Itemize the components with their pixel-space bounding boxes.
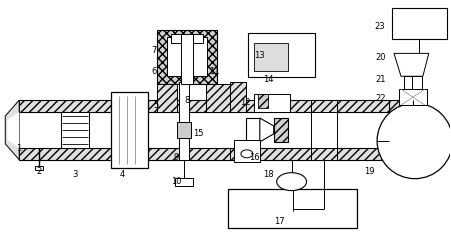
Bar [167,38,207,76]
Text: 19: 19 [364,167,374,176]
Bar [230,148,246,160]
Bar [337,112,389,148]
Bar [404,76,422,89]
Bar [337,100,389,112]
Bar [254,43,288,71]
Bar [230,82,246,112]
Bar [389,100,405,160]
Text: 21: 21 [375,75,386,84]
Bar [248,33,315,77]
Bar [258,94,268,108]
Bar [19,100,339,112]
Bar [246,118,260,142]
Text: 7: 7 [151,46,156,55]
Text: 11: 11 [209,67,220,76]
Text: 22: 22 [375,94,386,103]
Text: 18: 18 [263,170,273,179]
Bar [274,118,288,142]
Bar [228,189,357,228]
Bar [181,33,193,84]
Bar [312,148,337,160]
Text: 2: 2 [37,167,42,176]
Text: 5: 5 [153,101,159,110]
Bar [206,84,230,112]
Bar [179,82,189,160]
Bar [337,148,389,160]
Bar [312,100,337,160]
Bar [110,92,148,168]
Polygon shape [7,112,19,148]
Text: 9: 9 [174,153,179,162]
Bar [61,112,89,148]
Ellipse shape [277,173,307,190]
Bar [19,148,339,160]
Bar [177,122,191,138]
Text: 10: 10 [171,177,181,186]
Bar [157,30,217,84]
Text: 17: 17 [274,217,285,226]
Bar [254,94,290,112]
Bar [19,112,339,148]
Bar [175,178,193,186]
Text: 14: 14 [263,75,273,84]
Bar [234,140,260,162]
Polygon shape [5,100,19,160]
Ellipse shape [241,150,253,158]
Polygon shape [394,53,429,76]
Text: 13: 13 [254,51,264,60]
Text: 20: 20 [375,53,386,62]
Text: 16: 16 [249,153,260,162]
Text: 15: 15 [193,129,204,138]
Text: 8: 8 [185,96,190,105]
Text: 12: 12 [240,98,251,107]
Bar [399,89,427,105]
Text: 1: 1 [16,143,21,152]
Bar [392,8,446,39]
Text: 6: 6 [151,67,156,76]
Text: 4: 4 [120,170,125,179]
Bar [35,166,43,170]
Text: 23: 23 [375,22,386,31]
Bar [157,84,177,112]
Bar [312,100,337,112]
Text: 3: 3 [73,170,78,179]
Circle shape [377,103,451,179]
Bar [171,33,203,43]
Polygon shape [260,118,274,142]
